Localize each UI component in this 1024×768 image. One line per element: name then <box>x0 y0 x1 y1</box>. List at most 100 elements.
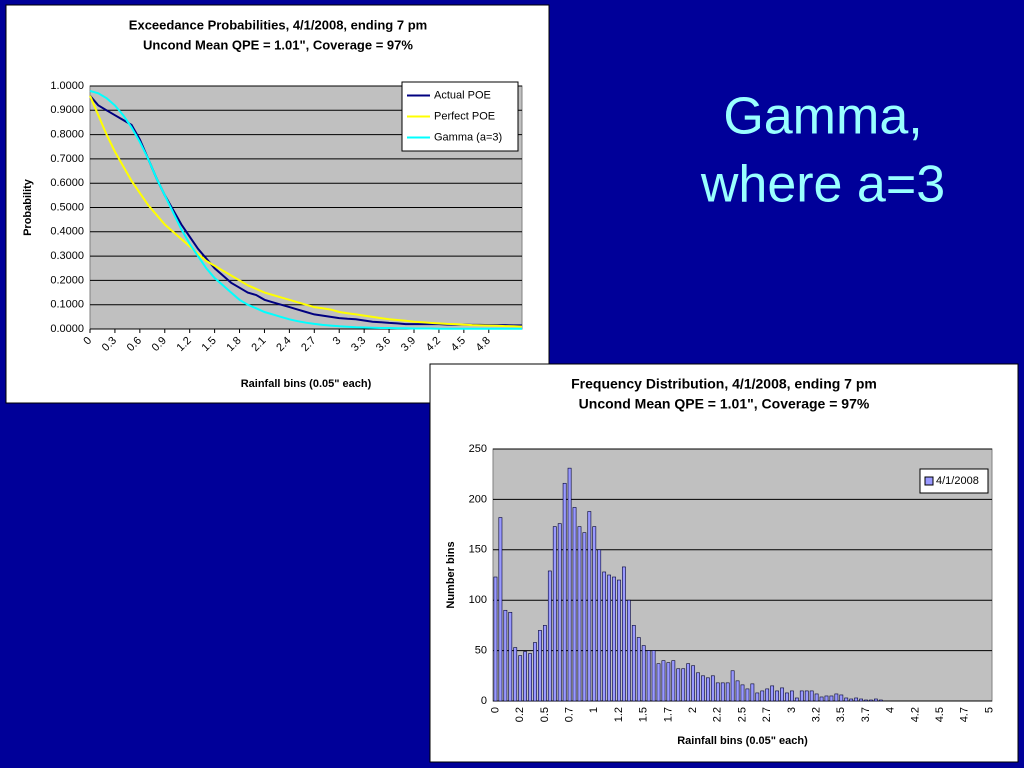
x-tick-label: 3.5 <box>835 707 847 722</box>
x-tick-label: 5 <box>983 707 995 713</box>
bar <box>849 698 854 702</box>
x-tick-label: 1.5 <box>638 707 650 722</box>
x-tick-label: 4 <box>885 707 897 713</box>
bar <box>577 526 582 702</box>
series-line <box>89 95 523 328</box>
x-tick-label: 0.2 <box>514 707 526 722</box>
bar <box>799 690 804 702</box>
x-tick-label: 4.5 <box>934 707 946 722</box>
bar <box>735 680 740 702</box>
x-tick-label: 1 <box>588 707 600 713</box>
bar <box>557 523 562 702</box>
y-tick-label: 250 <box>469 443 487 455</box>
x-tick-label: 1.2 <box>613 707 625 722</box>
bar <box>631 625 636 702</box>
bar <box>794 697 799 702</box>
bar <box>750 683 755 702</box>
bar <box>770 685 775 702</box>
y-tick-label: 0.5000 <box>50 201 84 213</box>
bar <box>859 698 863 702</box>
bar <box>676 668 681 702</box>
bar <box>641 645 646 702</box>
x-tick-label: 0.5 <box>539 707 551 722</box>
bar <box>597 549 602 702</box>
x-tick-label: 0.7 <box>563 707 575 722</box>
x-axis-title: Rainfall bins (0.05" each) <box>677 735 808 747</box>
legend-label: Perfect POE <box>434 110 495 122</box>
bar <box>602 571 607 702</box>
bar <box>869 699 873 702</box>
y-tick-label: 0.6000 <box>50 177 84 189</box>
bar <box>775 690 779 702</box>
bar <box>715 682 720 702</box>
bar <box>523 651 527 702</box>
x-tick-label: 2.5 <box>736 707 748 722</box>
bar <box>528 653 532 702</box>
bar <box>839 694 844 702</box>
bar <box>864 699 868 702</box>
bar <box>765 688 770 702</box>
y-tick-label: 1.0000 <box>50 80 84 92</box>
bar <box>809 690 814 702</box>
bar <box>513 647 518 702</box>
x-tick-label: 3 <box>786 707 798 713</box>
y-tick-label: 0.8000 <box>50 129 84 141</box>
bar <box>701 675 705 702</box>
y-tick-label: 0.0000 <box>50 323 84 335</box>
bar <box>706 677 710 702</box>
bar <box>666 662 671 702</box>
bar <box>824 695 829 702</box>
slide-title: Gamma, <box>723 88 922 146</box>
chart-title: Frequency Distribution, 4/1/2008, ending… <box>571 376 877 392</box>
bar <box>745 688 750 702</box>
bar <box>503 609 508 702</box>
bar <box>790 690 794 702</box>
bar <box>656 663 661 702</box>
chart-title: Uncond Mean QPE = 1.01", Coverage = 97% <box>579 396 870 412</box>
x-tick-label: 3.7 <box>860 707 872 722</box>
series-line <box>89 89 522 330</box>
bar <box>696 672 700 702</box>
x-tick-label: 1.7 <box>662 707 674 722</box>
x-axis-title: Rainfall bins (0.05" each) <box>241 378 372 390</box>
x-tick-label: 0 <box>489 707 501 713</box>
bar <box>538 630 542 702</box>
bar <box>844 697 849 702</box>
y-tick-label: 0 <box>481 695 487 707</box>
bar <box>755 692 760 702</box>
bar <box>636 637 641 702</box>
bar <box>730 670 735 702</box>
bar <box>814 693 819 702</box>
bar <box>710 675 715 702</box>
bar <box>567 467 572 702</box>
bar <box>622 566 626 702</box>
y-tick-label: 0.2000 <box>50 274 84 286</box>
legend-label: Gamma (a=3) <box>434 131 502 143</box>
bar <box>562 482 567 702</box>
bar <box>819 696 824 702</box>
legend-label: 4/1/2008 <box>936 475 979 487</box>
bar <box>740 684 745 702</box>
bar <box>878 699 883 702</box>
slide-title: where a=3 <box>700 156 945 214</box>
y-tick-label: 0.4000 <box>50 226 84 238</box>
bar <box>572 507 577 702</box>
bar <box>533 642 537 702</box>
x-tick-label: 3.2 <box>811 707 823 722</box>
bar <box>646 650 651 702</box>
y-tick-label: 100 <box>469 594 487 606</box>
x-tick-label: 4.7 <box>959 707 971 722</box>
y-tick-label: 200 <box>469 493 487 505</box>
y-axis-title: Probability <box>22 178 34 236</box>
bar <box>508 611 513 702</box>
bar <box>780 687 784 702</box>
bar <box>547 570 552 702</box>
bar <box>612 576 616 702</box>
bar <box>804 690 809 702</box>
bar <box>617 579 621 702</box>
bar <box>498 517 503 702</box>
bar <box>626 599 631 702</box>
bar <box>542 625 547 702</box>
bar <box>582 532 587 702</box>
